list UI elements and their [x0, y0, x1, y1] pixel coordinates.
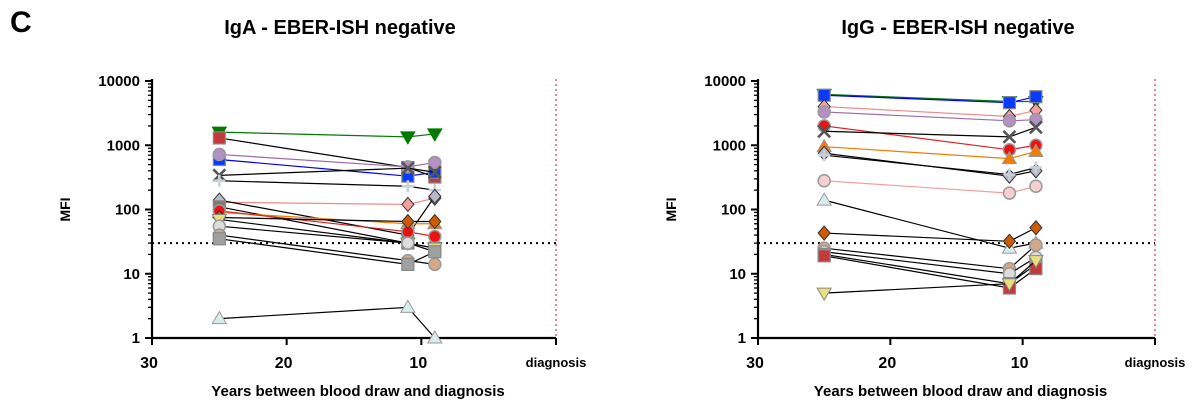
data-point [428, 188, 442, 205]
y-axis-label: MFI [57, 197, 73, 221]
series-group [211, 126, 443, 145]
x-tick-label: 30 [140, 355, 158, 372]
x-tick-label: 10 [409, 355, 427, 372]
data-point [213, 174, 226, 187]
data-point [428, 155, 442, 170]
data-point [1002, 114, 1017, 128]
x-tick-label-diagnosis: diagnosis [526, 355, 587, 370]
data-point [1001, 278, 1018, 292]
y-tick-label: 10000 [98, 73, 140, 90]
data-point [818, 149, 831, 162]
data-point [1001, 150, 1018, 165]
y-tick-label: 100 [115, 202, 140, 219]
chart-title: IgA - EBER-ISH negative [224, 17, 456, 39]
series-group [817, 88, 1043, 110]
series-group [817, 174, 1043, 200]
series-group [818, 149, 1042, 181]
chart-iga: IgA - EBER-ISH negative MFI Years between … [57, 17, 587, 400]
panel-letter: C [10, 6, 32, 39]
series-group [212, 190, 442, 213]
series-group [212, 232, 442, 271]
series-group [817, 120, 1043, 144]
data-point [428, 213, 442, 230]
data-point [428, 245, 442, 259]
x-axis-label: Years between blood draw and diagnosis [814, 383, 1107, 400]
data-point [401, 196, 415, 213]
data-point [427, 165, 442, 180]
data-point [401, 236, 415, 250]
x-tick-label-diagnosis: diagnosis [1125, 355, 1186, 370]
data-point [817, 124, 832, 139]
data-point [212, 147, 227, 162]
data-point [817, 105, 831, 119]
data-point [1029, 179, 1043, 194]
chart-igg: IgG - EBER-ISH negative MFI Years between … [663, 17, 1186, 400]
series-line [824, 152, 1037, 177]
data-point [401, 257, 415, 271]
data-point [817, 225, 831, 241]
data-point [1029, 219, 1043, 236]
y-tick-label: 100 [721, 202, 746, 219]
x-tick-label: 20 [275, 355, 293, 372]
data-point [401, 180, 414, 193]
data-point [401, 213, 415, 230]
series-line [824, 227, 1037, 242]
data-point [399, 299, 416, 313]
x-tick-label: 20 [878, 355, 896, 372]
data-point [1028, 120, 1043, 135]
series-group [213, 174, 441, 197]
y-tick-label: 1 [738, 330, 746, 347]
y-tick-label: 10 [729, 266, 746, 283]
y-tick-label: 10 [123, 266, 140, 283]
data-point [212, 232, 226, 246]
chart-title: IgG - EBER-ISH negative [841, 17, 1074, 39]
data-point [212, 131, 226, 145]
data-point [1002, 186, 1017, 200]
series-group [816, 255, 1044, 302]
data-point [1028, 255, 1044, 269]
series-group [817, 219, 1043, 250]
data-point [426, 128, 443, 142]
data-point [399, 131, 416, 145]
x-tick-label: 30 [746, 355, 764, 372]
x-tick-label: 10 [1011, 355, 1029, 372]
data-point [211, 310, 228, 325]
x-axis-label: Years between blood draw and diagnosis [211, 383, 504, 400]
data-point [816, 287, 833, 302]
y-axis-label: MFI [663, 197, 679, 221]
series-group [211, 299, 443, 344]
data-point [428, 257, 442, 272]
data-point [1028, 143, 1044, 157]
data-point [817, 174, 831, 188]
y-tick-label: 1000 [713, 137, 746, 154]
data-point [1002, 96, 1017, 110]
data-point [1029, 161, 1042, 174]
data-point [428, 229, 442, 244]
data-point [1029, 90, 1043, 104]
series-group [212, 209, 442, 230]
data-point [1003, 168, 1016, 181]
data-point [426, 330, 443, 344]
data-point [1002, 233, 1017, 250]
y-tick-label: 1000 [107, 137, 140, 154]
data-point [817, 249, 831, 263]
y-tick-label: 1 [132, 330, 140, 347]
data-point [1029, 238, 1043, 252]
y-tick-label: 10000 [704, 73, 746, 90]
data-point [1002, 129, 1017, 144]
data-point [816, 192, 833, 206]
data-point [400, 161, 415, 176]
series-group [817, 105, 1043, 128]
